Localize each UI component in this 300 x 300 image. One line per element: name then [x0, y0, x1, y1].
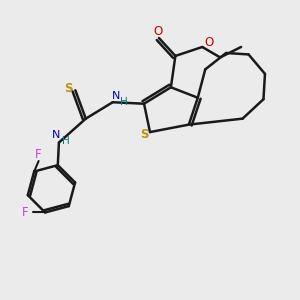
Text: F: F	[35, 148, 42, 161]
Text: H: H	[61, 136, 69, 146]
Text: S: S	[140, 128, 149, 141]
Text: O: O	[154, 25, 163, 38]
Text: H: H	[120, 97, 128, 106]
Text: N: N	[112, 91, 120, 101]
Text: S: S	[64, 82, 73, 95]
Text: F: F	[22, 206, 28, 219]
Text: O: O	[204, 36, 214, 49]
Text: N: N	[52, 130, 60, 140]
